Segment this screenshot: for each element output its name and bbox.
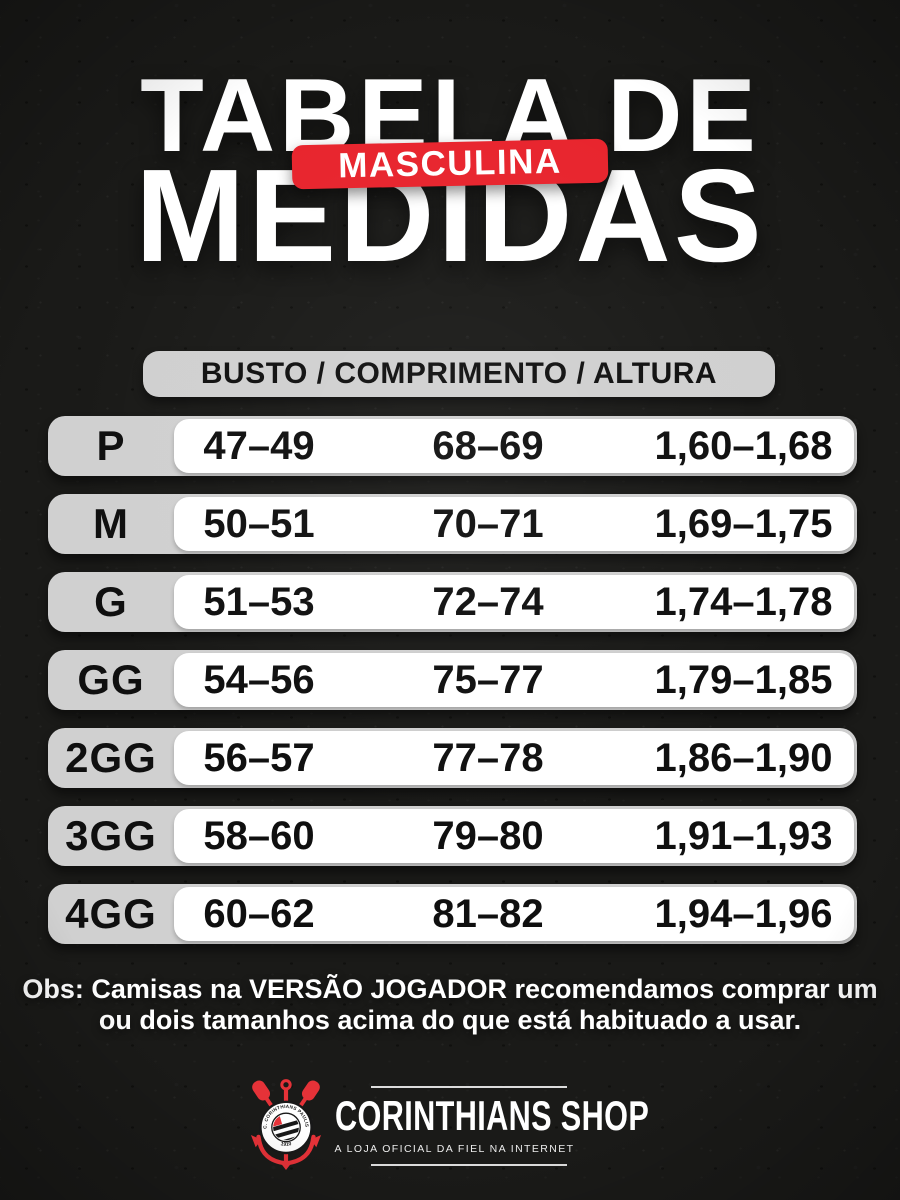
size-label: G <box>94 578 128 625</box>
table-row: 3GG 58–60 79–80 1,91–1,93 <box>48 806 857 866</box>
altura-value: 1,74–1,78 <box>654 580 833 624</box>
note-line-1: Obs: Camisas na VERSÃO JOGADOR recomenda… <box>22 974 878 1004</box>
comprimento-value: 75–77 <box>432 658 544 702</box>
row-values: 50–51 70–71 1,69–1,75 <box>174 497 854 551</box>
busto-value: 54–56 <box>203 658 315 702</box>
row-values: 56–57 77–78 1,86–1,90 <box>174 731 854 785</box>
altura-value: 1,60–1,68 <box>654 424 833 468</box>
size-label: P <box>96 422 126 469</box>
table-row: GG 54–56 75–77 1,79–1,85 <box>48 650 857 710</box>
comprimento-value: 77–78 <box>432 736 544 780</box>
gender-badge: MASCULINA <box>291 138 609 190</box>
size-table: P 47–49 68–69 1,60–1,68 M 50–51 70–71 1,… <box>48 416 857 962</box>
table-column-header: BUSTO / COMPRIMENTO / ALTURA <box>143 351 775 397</box>
table-row: P 47–49 68–69 1,60–1,68 <box>48 416 857 476</box>
note-text: Obs: Camisas na VERSÃO JOGADOR recomenda… <box>0 974 900 1036</box>
size-label: M <box>93 500 129 547</box>
comprimento-value: 68–69 <box>432 424 544 468</box>
busto-value: 56–57 <box>203 736 315 780</box>
size-label: 3GG <box>65 812 157 859</box>
row-values: 47–49 68–69 1,60–1,68 <box>174 419 854 473</box>
altura-value: 1,91–1,93 <box>654 814 833 858</box>
brand-name: CORINTHIANS SHOP <box>334 1091 649 1139</box>
size-label: GG <box>77 656 145 703</box>
table-row: G 51–53 72–74 1,74–1,78 <box>48 572 857 632</box>
comprimento-value: 79–80 <box>432 814 544 858</box>
svg-text:1910: 1910 <box>279 1141 291 1148</box>
row-values: 58–60 79–80 1,91–1,93 <box>174 809 854 863</box>
brand-block: CORINTHIANS SHOP A LOJA OFICIAL DA FIEL … <box>334 1085 651 1166</box>
brand-tagline: A LOJA OFICIAL DA FIEL NA INTERNET <box>334 1142 575 1155</box>
busto-value: 51–53 <box>203 580 315 624</box>
busto-value: 60–62 <box>203 892 315 936</box>
busto-value: 47–49 <box>203 424 315 468</box>
altura-value: 1,69–1,75 <box>654 502 833 546</box>
row-values: 51–53 72–74 1,74–1,78 <box>174 575 854 629</box>
divider-line <box>370 1163 567 1166</box>
table-row: 4GG 60–62 81–82 1,94–1,96 <box>48 884 857 944</box>
note-line-2: ou dois tamanhos acima do que está habit… <box>98 1005 802 1035</box>
size-label: 4GG <box>65 890 157 937</box>
divider-line <box>370 1085 567 1088</box>
busto-value: 58–60 <box>203 814 315 858</box>
table-row: M 50–51 70–71 1,69–1,75 <box>48 494 857 554</box>
row-values: 60–62 81–82 1,94–1,96 <box>174 887 854 941</box>
row-values: 54–56 75–77 1,79–1,85 <box>174 653 854 707</box>
comprimento-value: 81–82 <box>432 892 544 936</box>
altura-value: 1,86–1,90 <box>654 736 833 780</box>
size-label: 2GG <box>65 734 157 781</box>
comprimento-value: 70–71 <box>432 502 544 546</box>
altura-value: 1,94–1,96 <box>654 892 833 936</box>
comprimento-value: 72–74 <box>432 580 544 624</box>
footer-brand: S.C. CORINTHIANS PAULISTA 1910 CORINTHIA… <box>0 1078 900 1173</box>
busto-value: 50–51 <box>203 502 315 546</box>
altura-value: 1,79–1,85 <box>654 658 833 702</box>
corinthians-crest-icon: S.C. CORINTHIANS PAULISTA 1910 <box>250 1078 321 1171</box>
table-row: 2GG 56–57 77–78 1,86–1,90 <box>48 728 857 788</box>
